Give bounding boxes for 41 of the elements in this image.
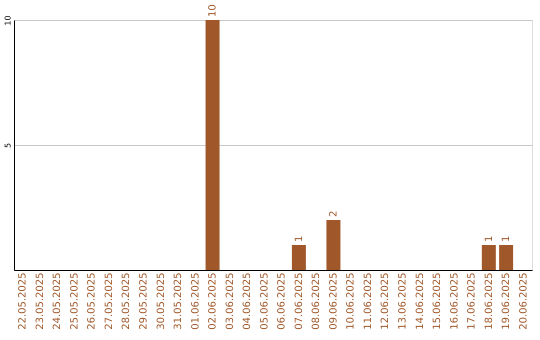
x-tick-label: 11.06.2025 — [362, 272, 374, 330]
x-tick-label: 14.06.2025 — [414, 272, 426, 330]
x-tick-label: 12.06.2025 — [380, 272, 392, 330]
x-tick-label: 02.06.2025 — [208, 272, 219, 330]
data-label: 1 — [501, 236, 512, 242]
x-tick-label: 09.06.2025 — [328, 272, 340, 330]
x-tick-label: 08.06.2025 — [311, 272, 322, 330]
x-tick-label: 07.06.2025 — [294, 272, 305, 330]
x-tick-label: 04.06.2025 — [242, 272, 254, 330]
x-tick-label: 29.05.2025 — [138, 272, 150, 330]
data-label: 1 — [484, 236, 495, 242]
x-tick-label: 15.06.2025 — [432, 272, 444, 330]
x-tick-label: 23.05.2025 — [34, 272, 46, 330]
bar — [292, 245, 306, 270]
x-tick-label: 26.05.2025 — [86, 272, 98, 330]
y-tick-label: 5 — [4, 142, 12, 148]
x-tick-label: 05.06.2025 — [259, 272, 270, 330]
x-tick-label: 17.06.2025 — [466, 272, 478, 330]
x-tick-label: 13.06.2025 — [398, 272, 408, 330]
x-tick-label: 10.06.2025 — [346, 272, 357, 330]
x-tick-label: 01.06.2025 — [190, 272, 202, 330]
x-tick-label: 31.05.2025 — [173, 272, 184, 330]
x-tick-label: 06.06.2025 — [276, 272, 288, 330]
x-tick-label: 25.05.2025 — [69, 272, 80, 330]
data-label: 1 — [294, 236, 305, 242]
data-label: 2 — [328, 210, 340, 217]
x-tick-label: 03.06.2025 — [224, 272, 236, 330]
x-tick-label: 22.05.2025 — [18, 272, 29, 330]
x-tick-label: 30.05.2025 — [156, 272, 167, 330]
data-label: 10 — [208, 4, 219, 17]
x-tick-label: 20.06.2025 — [518, 272, 530, 330]
x-tick-label: 28.05.2025 — [121, 272, 132, 330]
bar — [482, 245, 496, 270]
bar — [499, 245, 514, 270]
x-tick-label: 27.05.2025 — [104, 272, 115, 330]
x-tick-label: 24.05.2025 — [52, 272, 64, 330]
x-tick-label: 19.06.2025 — [501, 272, 512, 330]
bar — [206, 20, 220, 270]
x-tick-label: 18.06.2025 — [484, 272, 495, 330]
bar — [326, 220, 340, 270]
x-tick-label: 16.06.2025 — [449, 272, 460, 330]
